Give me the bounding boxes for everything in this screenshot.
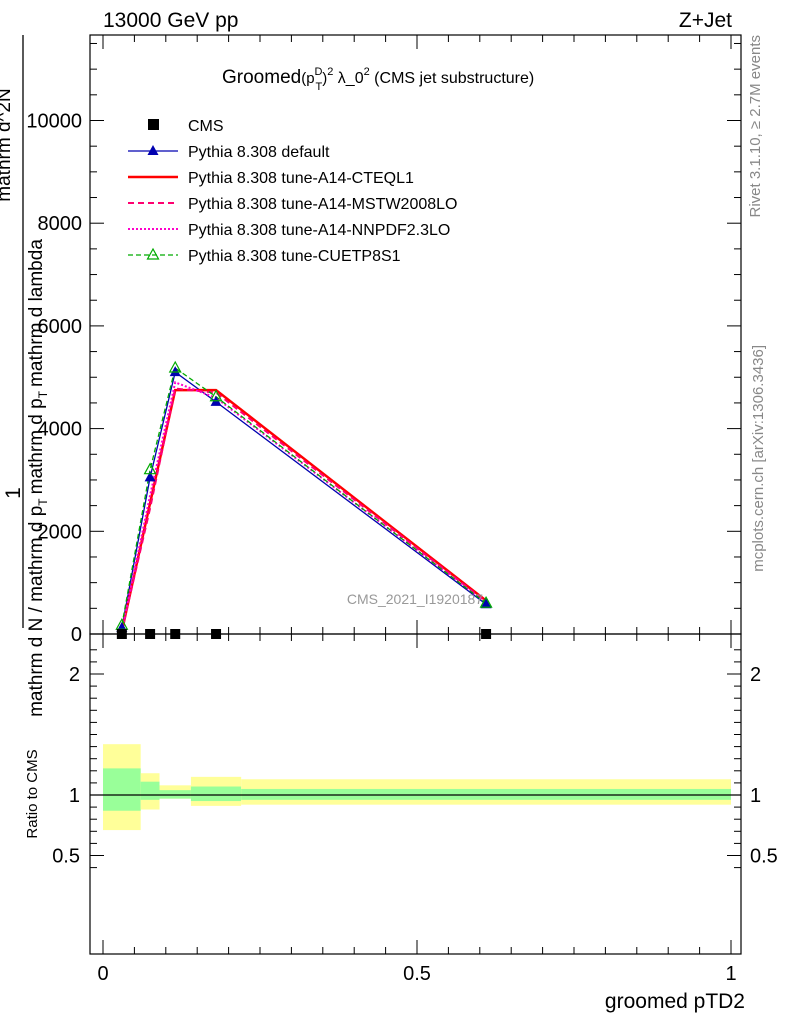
main-y-ticks: 0 2000 4000 6000 8000 10000 — [26, 42, 741, 646]
legend-entry: Pythia 8.308 tune-A14-MSTW2008LO — [188, 196, 457, 213]
series-marker — [209, 389, 223, 402]
ratio-inner-band — [159, 790, 191, 799]
energy-label: 13000 GeV pp — [103, 9, 238, 32]
series-line — [121, 371, 487, 628]
mcplots-label: mcplots.cern.ch [arXiv:1306.3436] — [750, 345, 767, 572]
ratio-y-tick-label: 0.5 — [52, 846, 80, 868]
ratio-plot-frame — [89, 633, 742, 955]
main-y-tick-label: 2000 — [38, 521, 83, 543]
ratio-y-tick-label: 2 — [69, 664, 80, 686]
legend-entry: Pythia 8.308 default — [188, 144, 330, 161]
series-marker — [169, 366, 181, 377]
main-y-tick-label: 6000 — [38, 316, 83, 338]
rivet-label: Rivet 3.1.10, ≥ 2.7M events — [747, 35, 764, 218]
svg-text:mathrm d^2N: mathrm d^2N — [0, 88, 15, 201]
series-line — [120, 387, 487, 632]
legend-marker — [147, 145, 159, 155]
ratio-inner-band — [140, 781, 160, 800]
main-y-tick-label: 10000 — [26, 111, 82, 133]
ratio-y-axis-label: Ratio to CMS — [24, 749, 41, 838]
main-y-tick-label: 0 — [71, 624, 82, 646]
series-marker — [168, 360, 182, 373]
series-marker — [479, 595, 493, 608]
x-ticks: 0 0.5 1 — [97, 35, 737, 985]
analysis-watermark: CMS_2021_I1920187 — [347, 591, 483, 607]
svg-text:1: 1 — [2, 487, 25, 499]
ratio-y-tick-label-right: 0.5 — [750, 846, 778, 868]
plot-title: Groomed(pD T)2 λ_02 (CMS jet substructure… — [222, 66, 534, 93]
main-y-axis-label: 1 mathrm d N / mathrm d pTmathrm d pTmat… — [0, 35, 50, 717]
ratio-inner-band — [241, 788, 731, 800]
legend-cms-marker — [148, 119, 159, 130]
x-axis-label: groomed pTD2 — [605, 990, 745, 1013]
legend-entry: Pythia 8.308 tune-CUETP8S1 — [188, 248, 401, 265]
series-marker — [480, 598, 492, 609]
legend-marker — [146, 247, 160, 260]
legend-entry: CMS — [188, 118, 224, 135]
x-tick-label: 0.5 — [403, 963, 431, 985]
ratio-inner-band — [190, 786, 242, 802]
svg-text:mathrm d N / mathrm d pTmathrm: mathrm d N / mathrm d pTmathrm d pTmathr… — [26, 239, 50, 717]
ratio-bands — [103, 744, 731, 831]
process-label: Z+Jet — [679, 9, 732, 32]
series-line — [120, 388, 487, 632]
ratio-y-tick-label: 1 — [69, 785, 80, 807]
ratio-y-ticks: 0.5 0.5 1 1 2 2 — [52, 649, 778, 869]
x-tick-label: 1 — [725, 963, 736, 985]
main-y-tick-label: 4000 — [38, 419, 83, 441]
series-marker — [144, 471, 156, 482]
legend-entry: Pythia 8.308 tune-A14-NNPDF2.3LO — [188, 222, 450, 239]
x-tick-label: 0 — [97, 963, 108, 985]
ratio-y-tick-label-right: 1 — [750, 785, 761, 807]
legend: CMS Pythia 8.308 default Pythia 8.308 tune… — [128, 118, 457, 265]
ratio-y-tick-label-right: 2 — [750, 664, 761, 686]
ratio-inner-band — [103, 768, 141, 811]
series-line — [120, 381, 487, 631]
legend-entry: Pythia 8.308 tune-A14-CTEQL1 — [188, 170, 414, 187]
series-line — [121, 366, 487, 626]
series-marker — [143, 462, 157, 475]
main-y-tick-label: 8000 — [38, 213, 83, 235]
